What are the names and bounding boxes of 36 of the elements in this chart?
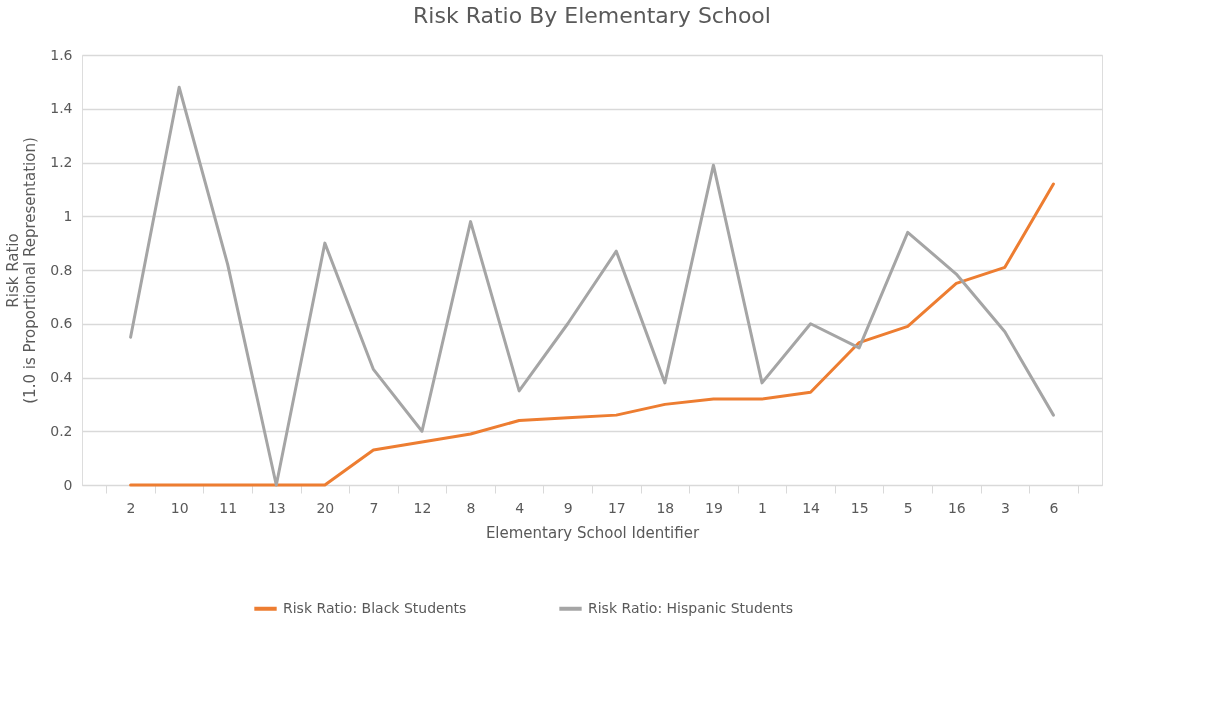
x-tick-label: 1	[758, 499, 767, 516]
x-tick-label: 2	[126, 499, 136, 516]
x-tick-label: 18	[656, 499, 675, 516]
y-tick-label: 0.2	[50, 422, 73, 439]
x-tick-label: 6	[1049, 499, 1059, 516]
chart-title: Risk Ratio By Elementary School	[413, 3, 771, 28]
x-tick-label: 8	[466, 499, 476, 516]
x-tick-label: 19	[705, 499, 723, 516]
x-tick-label: 11	[219, 499, 238, 516]
x-tick-label: 5	[903, 499, 913, 516]
x-tick-label: 16	[947, 499, 966, 516]
x-tick-label: 15	[850, 499, 869, 516]
y-tick-label: 1.2	[50, 154, 73, 170]
x-tick-label: 10	[170, 499, 189, 516]
x-tick-label: 9	[563, 499, 573, 516]
legend-label: Risk Ratio: Black Students	[283, 599, 467, 616]
y-tick-label: 1.4	[50, 100, 73, 117]
line-series	[129, 85, 1055, 487]
x-tick-label: 3	[1000, 499, 1010, 516]
y-tick-label: 0.4	[50, 369, 73, 385]
x-axis-title: Elementary School Identifier	[485, 523, 700, 542]
x-tick-label: 12	[413, 499, 432, 516]
y-tick-label: 1	[63, 207, 73, 224]
x-tick-label: 4	[515, 499, 525, 516]
legend-label: Risk Ratio: Hispanic Students	[588, 599, 794, 616]
x-tick-label: 20	[316, 499, 335, 516]
x-tick-label: 13	[267, 499, 286, 516]
y-tick-label: 1.6	[50, 46, 73, 63]
x-tick-label: 17	[607, 499, 626, 516]
y-tick-label: 0.6	[50, 315, 73, 332]
x-tick-label: 7	[369, 499, 379, 516]
x-tick-label: 14	[802, 499, 821, 516]
y-tick-label: 0.8	[50, 261, 73, 278]
line-series	[129, 182, 1055, 487]
y-axis-title: Risk Ratio (1.0 is Proportional Representation)	[4, 137, 40, 404]
y-tick-label: 0	[63, 476, 73, 493]
